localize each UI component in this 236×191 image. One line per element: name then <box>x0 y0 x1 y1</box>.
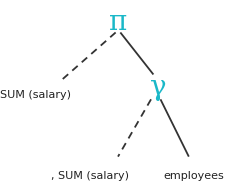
Text: π: π <box>109 9 127 36</box>
Text: γ: γ <box>150 74 166 101</box>
Text: employees: employees <box>163 171 224 181</box>
Text: SUM (salary): SUM (salary) <box>0 91 71 100</box>
Text: , SUM (salary): , SUM (salary) <box>51 171 129 181</box>
